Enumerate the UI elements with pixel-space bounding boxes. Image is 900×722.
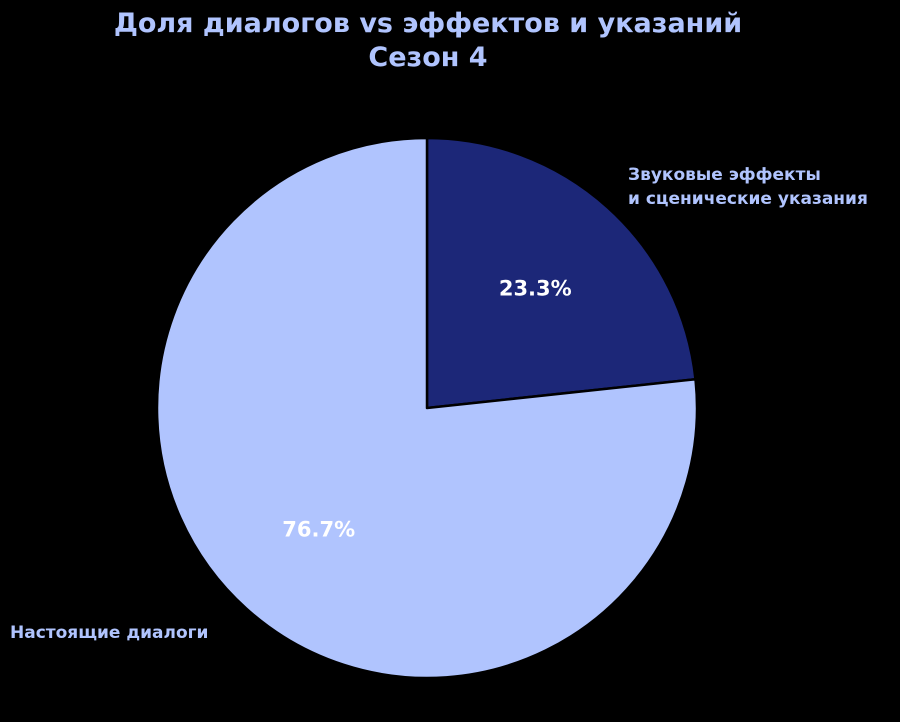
pie-category-label-1: Звуковые эффекты и сценические указания <box>628 165 868 209</box>
pie-category-label-line: Настоящие диалоги <box>10 623 208 643</box>
pie-category-label-2: Настоящие диалоги <box>10 623 208 643</box>
pie-slice-1 <box>425 136 697 410</box>
pie-percent-label-1: 23.3% <box>499 276 572 300</box>
pie-percent-label-2: 76.7% <box>282 518 355 542</box>
pie-category-label-line: и сценические указания <box>628 189 868 209</box>
pie-slices <box>155 136 699 680</box>
chart-title-line-1: Доля диалогов vs эффектов и указаний <box>114 8 742 39</box>
pie-labels: 23.3% Звуковые эффекты и сценические указа… <box>10 165 868 643</box>
pie-category-label-line: Звуковые эффекты <box>628 165 821 185</box>
chart-title-line-2: Сезон 4 <box>368 42 487 73</box>
pie-slice-2 <box>155 136 699 680</box>
